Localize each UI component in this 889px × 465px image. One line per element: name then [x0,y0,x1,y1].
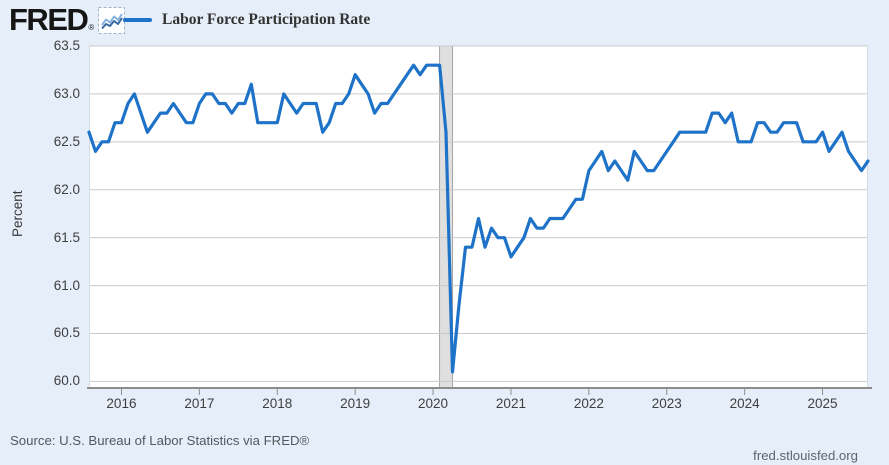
registered-trademark: ® [88,23,95,32]
y-tick-label: 63.5 [53,38,80,53]
y-tick-label: 60.0 [53,373,80,389]
y-tick-label: 60.5 [53,325,80,341]
y-axis-title: Percent [10,190,25,238]
y-tick-label: 63.0 [53,85,80,101]
source-note: Source: U.S. Bureau of Labor Statistics … [10,433,310,448]
x-tick-label: 2019 [340,396,371,411]
y-tick-label: 62.0 [53,181,80,197]
x-tick-label: 2025 [807,396,838,411]
legend: Labor Force Participation Rate [123,10,370,30]
legend-series-label[interactable]: Labor Force Participation Rate [162,11,371,28]
y-tick-label: 61.5 [53,229,80,245]
x-tick-label: 2018 [262,396,293,411]
x-tick-label: 2023 [651,396,682,411]
fred-site-link[interactable]: fred.stlouisfed.org [753,448,858,463]
y-tick-label: 62.5 [53,133,80,149]
x-tick-label: 2024 [729,396,760,411]
fred-logo-text: FRED [9,2,89,37]
x-tick-label: 2020 [418,396,449,411]
x-tick-label: 2016 [106,396,137,411]
x-tick-label: 2022 [573,396,604,411]
legend-line-swatch [123,18,152,22]
y-tick-label: 61.0 [53,277,80,293]
x-tick-label: 2021 [495,396,526,411]
x-tick-label: 2017 [184,396,215,411]
fred-sparkline-icon [98,7,126,34]
fred-logo[interactable]: FRED ® [9,2,126,37]
